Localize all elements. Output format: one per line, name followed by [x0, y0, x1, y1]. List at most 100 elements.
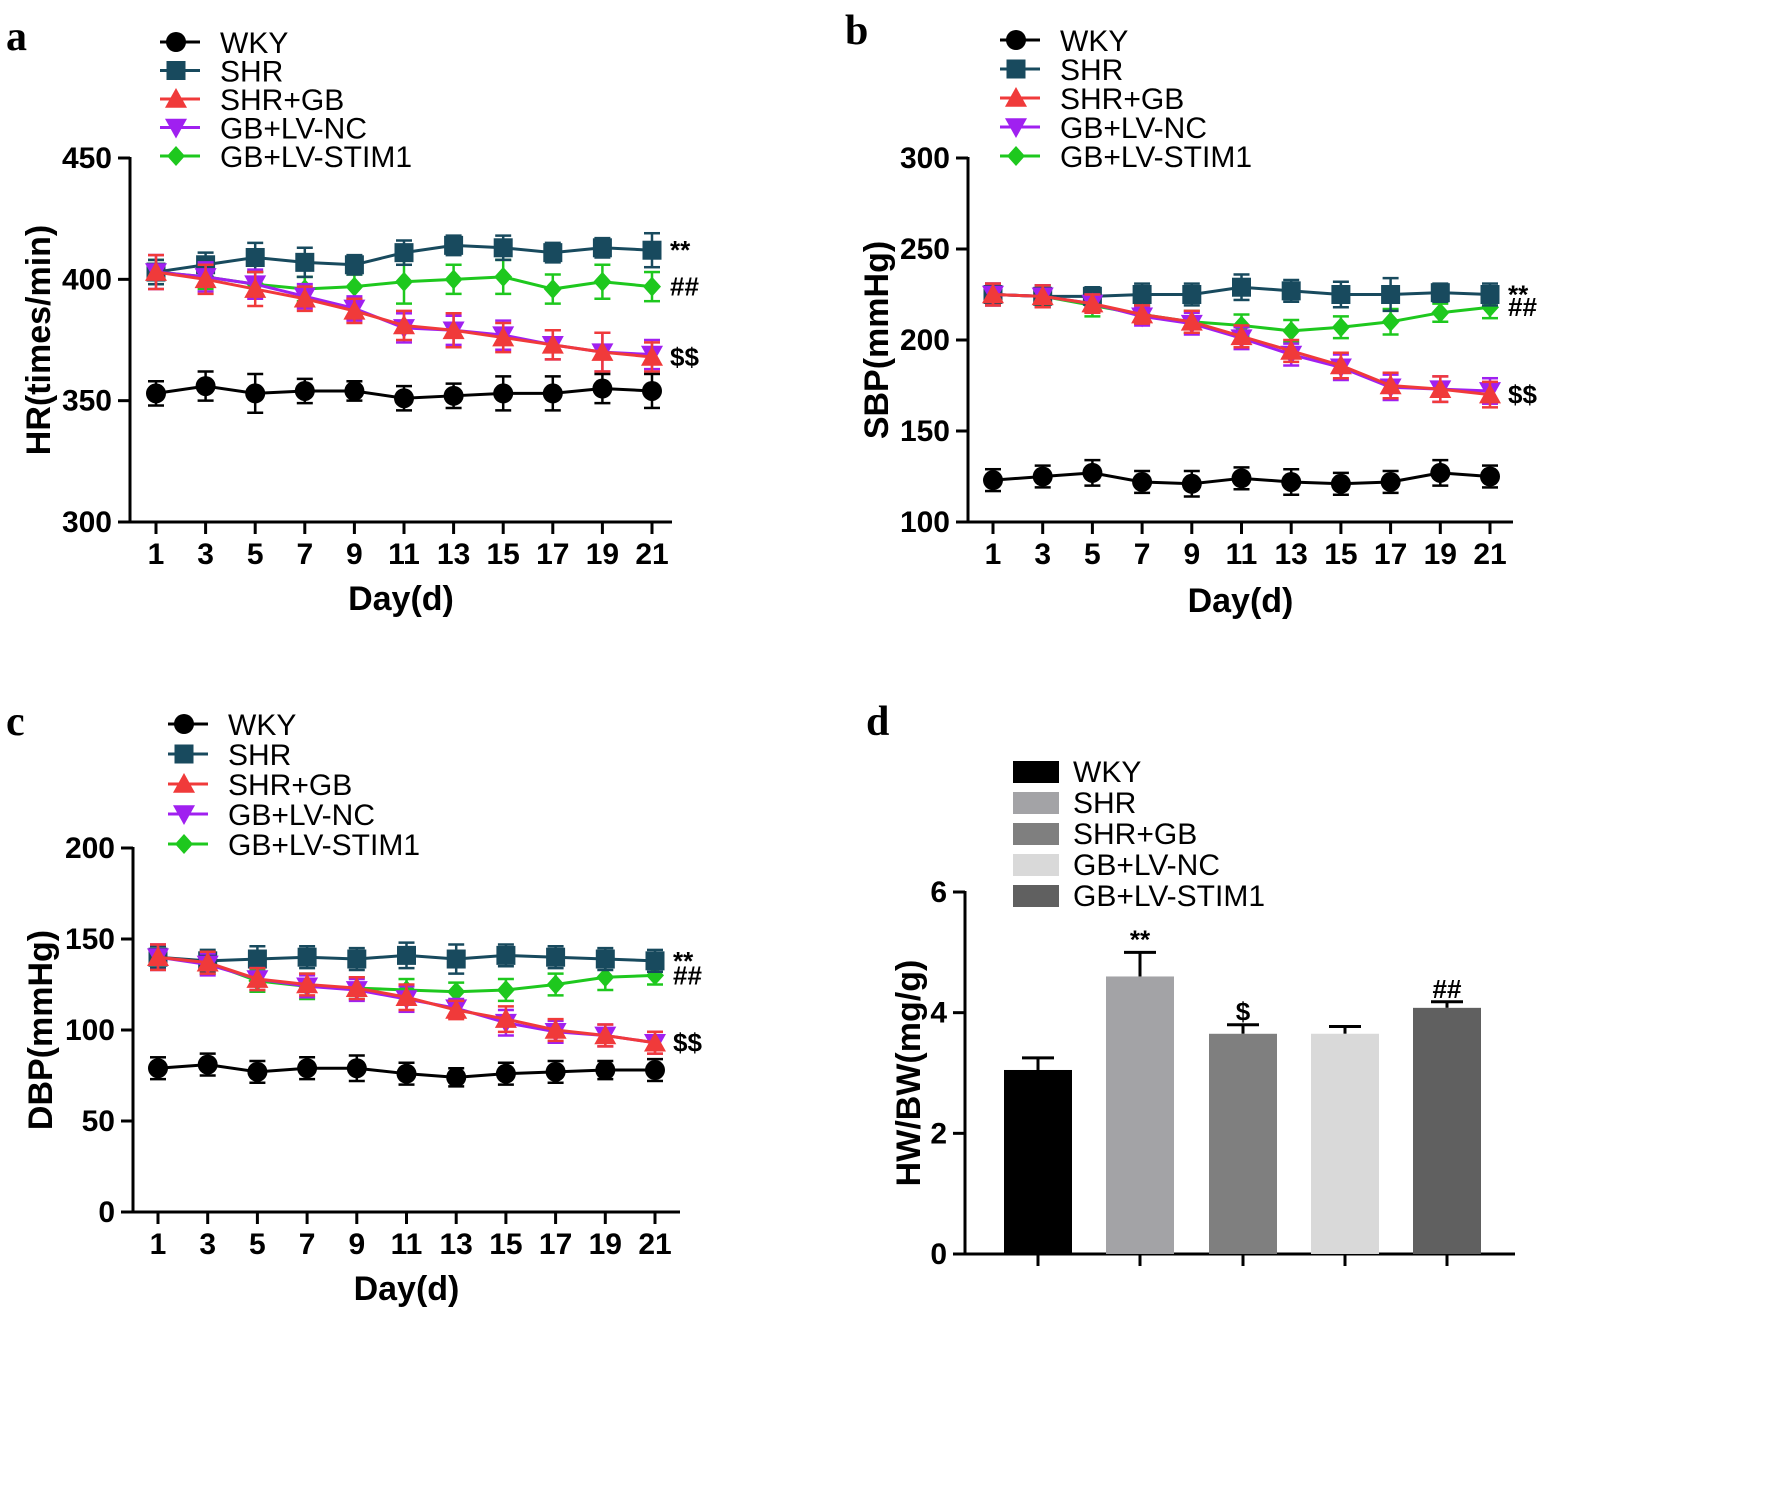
- data-point: [1032, 466, 1053, 487]
- data-point: [596, 967, 615, 988]
- data-point: [983, 470, 1003, 491]
- legend-label: SHR: [1073, 787, 1136, 820]
- data-point: [445, 998, 468, 1019]
- data-point: [593, 271, 612, 292]
- data-point: [493, 238, 513, 258]
- data-point: [1281, 471, 1302, 492]
- legend-label: SHR: [1060, 54, 1123, 87]
- y-tick-label: 50: [82, 1105, 115, 1138]
- data-point: [345, 276, 364, 297]
- bar-shr: **: [1106, 924, 1174, 1254]
- data-point: [1430, 283, 1450, 303]
- data-point: [246, 968, 269, 988]
- legend-swatch: [1013, 854, 1059, 876]
- data-point: [1331, 285, 1351, 304]
- significance-annotation: ##: [670, 272, 699, 302]
- legend-swatch: [1013, 823, 1059, 845]
- significance-annotation: ##: [1508, 292, 1537, 322]
- legend-label: GB+LV-NC: [1073, 849, 1220, 882]
- data-point: [495, 1063, 516, 1084]
- y-tick-label: 400: [62, 263, 112, 296]
- y-tick-label: 4: [930, 997, 947, 1030]
- y-tick-label: 300: [62, 506, 112, 539]
- x-tick-label: 7: [296, 538, 313, 571]
- data-point: [1132, 471, 1153, 492]
- legend-swatch: [1013, 761, 1059, 783]
- bar-gb-lv-nc: [1311, 1025, 1379, 1254]
- x-tick-label: 19: [586, 538, 619, 571]
- x-tick-label: 13: [437, 538, 470, 571]
- data-point: [543, 243, 563, 263]
- data-point: [595, 949, 615, 969]
- x-tick-label: 7: [299, 1228, 316, 1261]
- y-tick-label: 2: [930, 1117, 947, 1150]
- legend-label: GB+LV-STIM1: [1060, 141, 1252, 174]
- data-point: [494, 1008, 517, 1028]
- y-tick-label: 300: [900, 142, 950, 175]
- data-point: [293, 287, 316, 308]
- panel-letter: c: [6, 699, 25, 745]
- legend-item-gb-lv-nc: GB+LV-NC: [1013, 849, 1220, 882]
- data-point: [1132, 285, 1152, 304]
- data-point: [494, 266, 513, 287]
- legend-marker: [173, 805, 195, 825]
- data-point: [644, 1031, 666, 1052]
- data-point: [642, 240, 662, 260]
- data-point: [542, 383, 563, 404]
- data-point: [1331, 317, 1350, 338]
- data-point: [1281, 281, 1301, 301]
- data-point: [247, 1061, 268, 1082]
- x-tick-label: 11: [1226, 538, 1258, 571]
- data-point: [197, 1054, 218, 1075]
- data-point: [1180, 310, 1203, 331]
- x-tick-label: 1: [150, 1228, 167, 1261]
- data-point: [1282, 320, 1301, 341]
- data-point: [982, 283, 1004, 304]
- bar: [1106, 976, 1174, 1254]
- legend-marker: [173, 773, 195, 793]
- x-tick-label: 9: [1183, 538, 1200, 571]
- data-point: [544, 1019, 567, 1039]
- legend-marker: [165, 88, 187, 108]
- y-tick-label: 150: [65, 923, 115, 956]
- data-point: [1480, 466, 1500, 487]
- data-point: [1330, 473, 1351, 494]
- x-tick-label: 9: [346, 538, 363, 571]
- x-tick-label: 11: [388, 538, 420, 571]
- y-tick-label: 6: [930, 876, 947, 909]
- x-tick-label: 17: [1374, 538, 1407, 571]
- data-point: [492, 326, 515, 347]
- bar-wky: [1004, 1056, 1072, 1254]
- data-point: [194, 268, 217, 289]
- data-point: [446, 949, 466, 969]
- y-tick-label: 100: [65, 1014, 115, 1047]
- y-axis-label: HR(times/min): [20, 225, 58, 455]
- legend-item-gb-lv-stim1: GB+LV-STIM1: [160, 141, 412, 174]
- legend-label: WKY: [1073, 756, 1141, 789]
- data-point: [1431, 302, 1450, 323]
- panel-letter: d: [866, 699, 889, 745]
- x-axis-label: Day(d): [354, 1270, 460, 1308]
- legend-item-shr: SHR: [1000, 54, 1123, 87]
- x-tick-label: 21: [635, 538, 668, 571]
- legend-item-wky: WKY: [1000, 25, 1128, 58]
- x-tick-label: 13: [440, 1228, 473, 1261]
- x-tick-label: 17: [536, 538, 569, 571]
- data-point: [394, 243, 414, 263]
- data-point: [643, 276, 661, 297]
- data-point: [1380, 471, 1401, 492]
- x-tick-label: 1: [985, 538, 1002, 571]
- data-point: [543, 279, 562, 300]
- x-tick-label: 5: [247, 538, 264, 571]
- data-point: [645, 1060, 665, 1081]
- x-axis-label: Day(d): [1188, 582, 1294, 620]
- data-point: [294, 380, 315, 401]
- legend-item-wky: WKY: [1013, 756, 1141, 789]
- x-tick-label: 19: [1424, 538, 1457, 571]
